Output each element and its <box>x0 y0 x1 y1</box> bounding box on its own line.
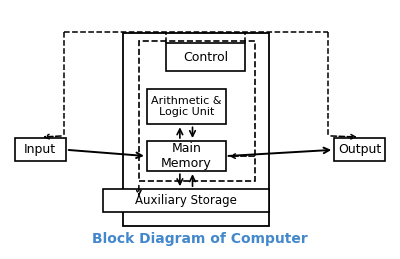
Text: Main
Memory: Main Memory <box>161 142 212 170</box>
Bar <box>334 138 385 161</box>
Text: Auxiliary Storage: Auxiliary Storage <box>135 194 237 207</box>
Text: Block Diagram of Computer: Block Diagram of Computer <box>92 232 308 246</box>
Text: Control: Control <box>183 51 228 64</box>
Bar <box>147 141 226 171</box>
Bar <box>123 33 269 226</box>
Bar <box>147 89 226 124</box>
Bar <box>103 189 269 212</box>
Bar <box>139 41 255 182</box>
Bar <box>15 138 66 161</box>
Text: Input: Input <box>24 143 56 156</box>
Bar <box>166 43 245 71</box>
Text: Arithmetic &
Logic Unit: Arithmetic & Logic Unit <box>151 96 222 118</box>
Text: Output: Output <box>338 143 381 156</box>
